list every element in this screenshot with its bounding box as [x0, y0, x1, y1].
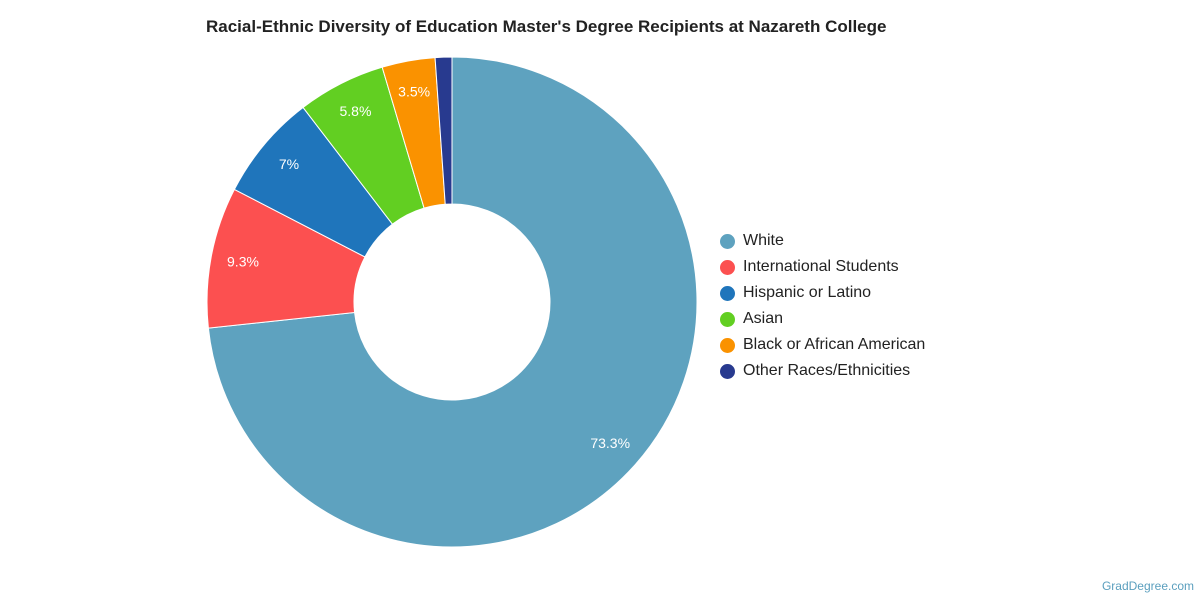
legend-marker: [720, 259, 735, 275]
legend-item-hispanic-or-latino[interactable]: Hispanic or Latino: [720, 280, 925, 306]
legend-marker: [720, 337, 735, 353]
legend-item-black-or-african-american[interactable]: Black or African American: [720, 332, 925, 358]
legend-marker: [720, 233, 735, 249]
legend-marker: [720, 285, 735, 301]
source-credit: GradDegree.com: [1101, 579, 1194, 593]
legend-item-asian[interactable]: Asian: [720, 306, 925, 332]
legend-label: Hispanic or Latino: [743, 284, 872, 301]
legend-label: Other Races/Ethnicities: [743, 362, 911, 379]
slice-label-international-students: 9.3%: [227, 254, 259, 270]
chart-legend: White International Students Hispanic or L…: [720, 228, 925, 384]
legend-label: Black or African American: [743, 336, 926, 353]
chart-title: Racial-Ethnic Diversity of Education Mas…: [206, 17, 887, 36]
slice-label-hispanic-or-latino: 7%: [279, 156, 299, 172]
slice-label-asian: 5.8%: [339, 103, 371, 119]
slice-label-white: 73.3%: [590, 435, 630, 451]
slice-label-black-or-african-american: 3.5%: [398, 83, 430, 99]
legend-item-other-races-ethnicities[interactable]: Other Races/Ethnicities: [720, 358, 925, 384]
legend-label: International Students: [743, 258, 899, 275]
legend-label: Asian: [743, 310, 784, 327]
slice-white: [207, 56, 698, 548]
slice-other-races-ethnicities: [434, 56, 453, 205]
legend-item-white[interactable]: White: [720, 228, 925, 254]
legend-marker: [720, 311, 735, 327]
legend-item-international-students[interactable]: International Students: [720, 254, 925, 280]
legend-label: White: [743, 232, 784, 249]
legend-marker: [720, 363, 735, 379]
